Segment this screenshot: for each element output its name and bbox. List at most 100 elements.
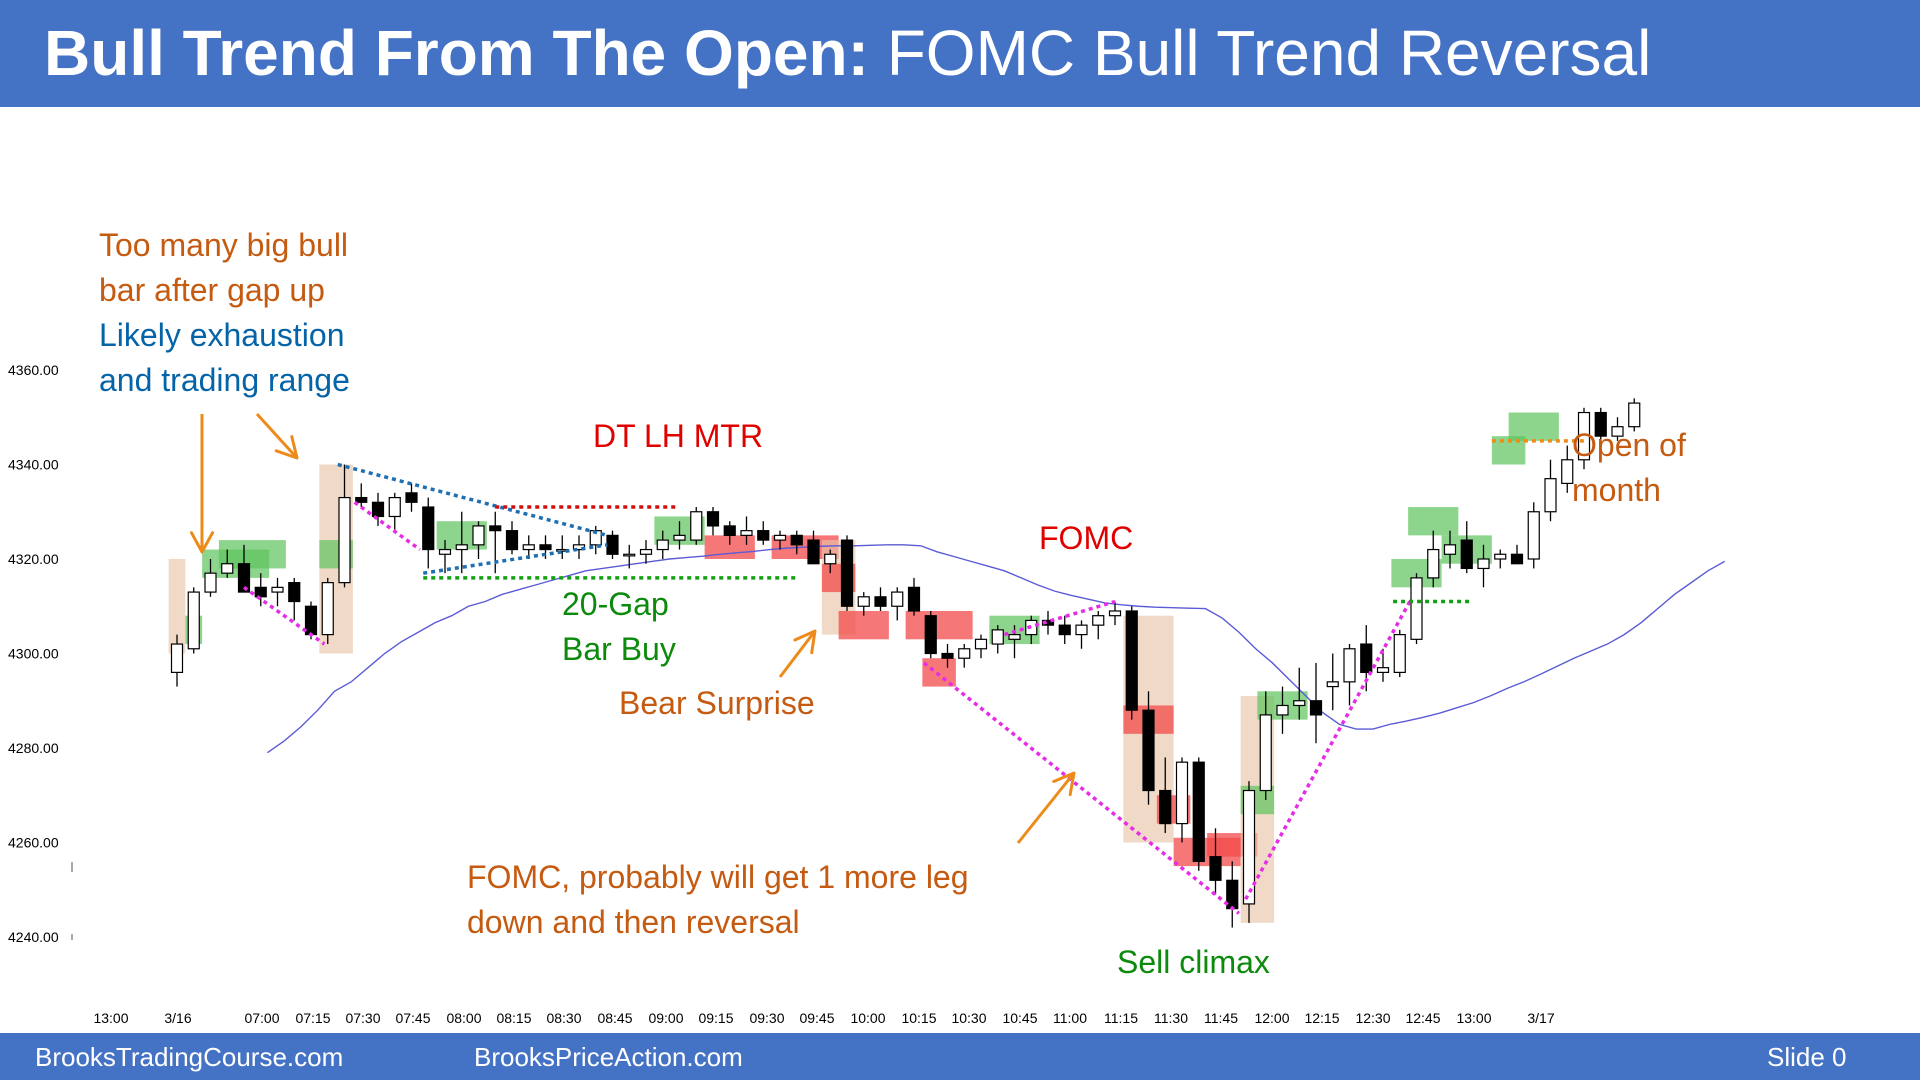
- bull-candle: [204, 572, 217, 593]
- x-axis-tick-label: 13:00: [93, 1010, 128, 1026]
- bear-candle: [807, 539, 820, 565]
- y-axis-tick-label: 4300.00: [8, 646, 59, 662]
- bear-candle: [405, 492, 418, 503]
- bull-candle: [958, 648, 971, 659]
- bear-candle: [304, 605, 318, 636]
- y-axis-tick-label: 4240.00: [8, 929, 59, 945]
- bear-candle: [1041, 619, 1055, 626]
- bear-candle: [422, 506, 435, 551]
- bear-candle: [1226, 879, 1239, 910]
- bull-candle: [438, 548, 452, 555]
- bear-candle: [1159, 789, 1172, 825]
- x-axis-tick-label: 12:45: [1405, 1010, 1440, 1026]
- bull-candle: [656, 539, 669, 551]
- annotation-line: down and then reversal: [467, 904, 800, 940]
- annotation-arrow-shaft: [778, 630, 817, 678]
- bull-candle: [522, 544, 535, 551]
- annotation-too-many-bull-bars: Too many big bull bar after gap up: [99, 223, 348, 313]
- annotation-line: Bar Buy: [562, 631, 676, 667]
- x-axis-tick-label: 12:00: [1254, 1010, 1289, 1026]
- x-axis-tick-label: 09:45: [799, 1010, 834, 1026]
- bull-candle: [740, 530, 753, 536]
- bull-candle: [891, 591, 904, 607]
- bull-candle: [1343, 648, 1356, 683]
- bull-candle: [673, 534, 686, 541]
- bull-candle: [974, 638, 988, 650]
- bear-candle: [1192, 761, 1205, 862]
- x-axis-tick-label: 11:30: [1154, 1010, 1188, 1026]
- annotation-line: bar after gap up: [99, 272, 325, 308]
- bull-candle: [388, 496, 401, 518]
- bear-candle: [606, 534, 619, 555]
- annotation-dt-lh-mtr: DT LH MTR: [593, 418, 764, 454]
- bear-candle: [840, 539, 854, 607]
- annotation-arrow-shaft: [1016, 772, 1076, 844]
- x-axis-tick-label: 08:15: [496, 1010, 531, 1026]
- annotation-line: Too many big bull: [99, 227, 349, 263]
- x-axis-tick-label: 07:45: [395, 1010, 430, 1026]
- x-axis-tick-label: 12:15: [1304, 1010, 1339, 1026]
- bear-candle: [539, 544, 552, 551]
- dotted-trendline: [353, 500, 421, 551]
- bull-candle: [1376, 667, 1390, 673]
- bear-candle: [237, 563, 251, 593]
- footer-site-center: BrooksPriceAction.com: [474, 1042, 743, 1072]
- bear-candle: [757, 530, 770, 541]
- annotation-arrow-shaft: [255, 412, 299, 460]
- x-axis-tick-label: 10:15: [901, 1010, 936, 1026]
- x-axis-tick-label: 13:00: [1456, 1010, 1491, 1026]
- bull-candle: [857, 596, 870, 607]
- bull-candle: [472, 525, 485, 546]
- annotation-arrow-head: [189, 531, 215, 554]
- bear-highlight-box: [704, 535, 755, 559]
- x-axis-tick-label: 11:00: [1053, 1010, 1087, 1026]
- bear-candle: [355, 496, 368, 503]
- bull-candle: [1628, 402, 1641, 428]
- climax-highlight-box: [168, 559, 186, 654]
- bear-candle: [1209, 856, 1222, 881]
- y-axis-tick-label: 4280.00: [8, 740, 59, 756]
- bear-candle: [1360, 643, 1373, 673]
- bull-candle: [1108, 610, 1122, 617]
- annotation-sell-climax: Sell climax: [1117, 944, 1270, 980]
- bull-candle: [1008, 633, 1021, 640]
- x-axis-tick-label: 09:00: [648, 1010, 683, 1026]
- trendlines-layer: [242, 439, 1584, 915]
- bear-candle: [907, 586, 921, 612]
- x-axis-tick-label: 3/16: [164, 1010, 191, 1026]
- bull-candle: [170, 643, 184, 673]
- moving-average-line: [267, 544, 1726, 754]
- x-axis-tick-label: 08:00: [446, 1010, 481, 1026]
- bull-highlight-box: [1508, 412, 1559, 441]
- bull-candle: [321, 582, 334, 636]
- bull-candle: [1175, 761, 1189, 825]
- annotation-line: Likely exhaustion: [99, 317, 345, 353]
- x-axis-tick-label: 11:45: [1204, 1010, 1238, 1026]
- y-axis-tick-label: 4360.00: [8, 362, 59, 378]
- title-regular: FOMC Bull Trend Reversal: [886, 17, 1652, 89]
- bull-candle: [1544, 478, 1557, 513]
- annotation-arrow-head: [1052, 771, 1076, 797]
- bull-candle: [338, 496, 351, 584]
- bear-candle: [723, 525, 736, 536]
- annotation-line: month: [1572, 472, 1661, 508]
- dotted-trendline: [337, 462, 608, 538]
- bear-candle: [1309, 700, 1323, 716]
- bear-candle: [489, 525, 502, 532]
- annotation-line: and trading range: [99, 362, 350, 398]
- bull-candle: [991, 629, 1004, 645]
- x-axis-tick-label: 07:30: [345, 1010, 380, 1026]
- bull-candle: [1075, 624, 1088, 636]
- dotted-trendline: [1003, 599, 1116, 637]
- bull-candle: [639, 548, 653, 555]
- bear-candle: [1460, 539, 1473, 570]
- bull-candle: [824, 553, 837, 565]
- annotation-line: Open of: [1572, 427, 1686, 463]
- dotted-trendline: [422, 543, 608, 575]
- x-axis-tick-label: 09:15: [698, 1010, 733, 1026]
- annotation-fomc: FOMC: [1039, 520, 1134, 556]
- dotted-trendline: [922, 661, 1241, 915]
- bull-candle: [773, 534, 787, 541]
- x-axis-tick-label: 07:15: [295, 1010, 330, 1026]
- annotation-arrow-head: [274, 435, 299, 460]
